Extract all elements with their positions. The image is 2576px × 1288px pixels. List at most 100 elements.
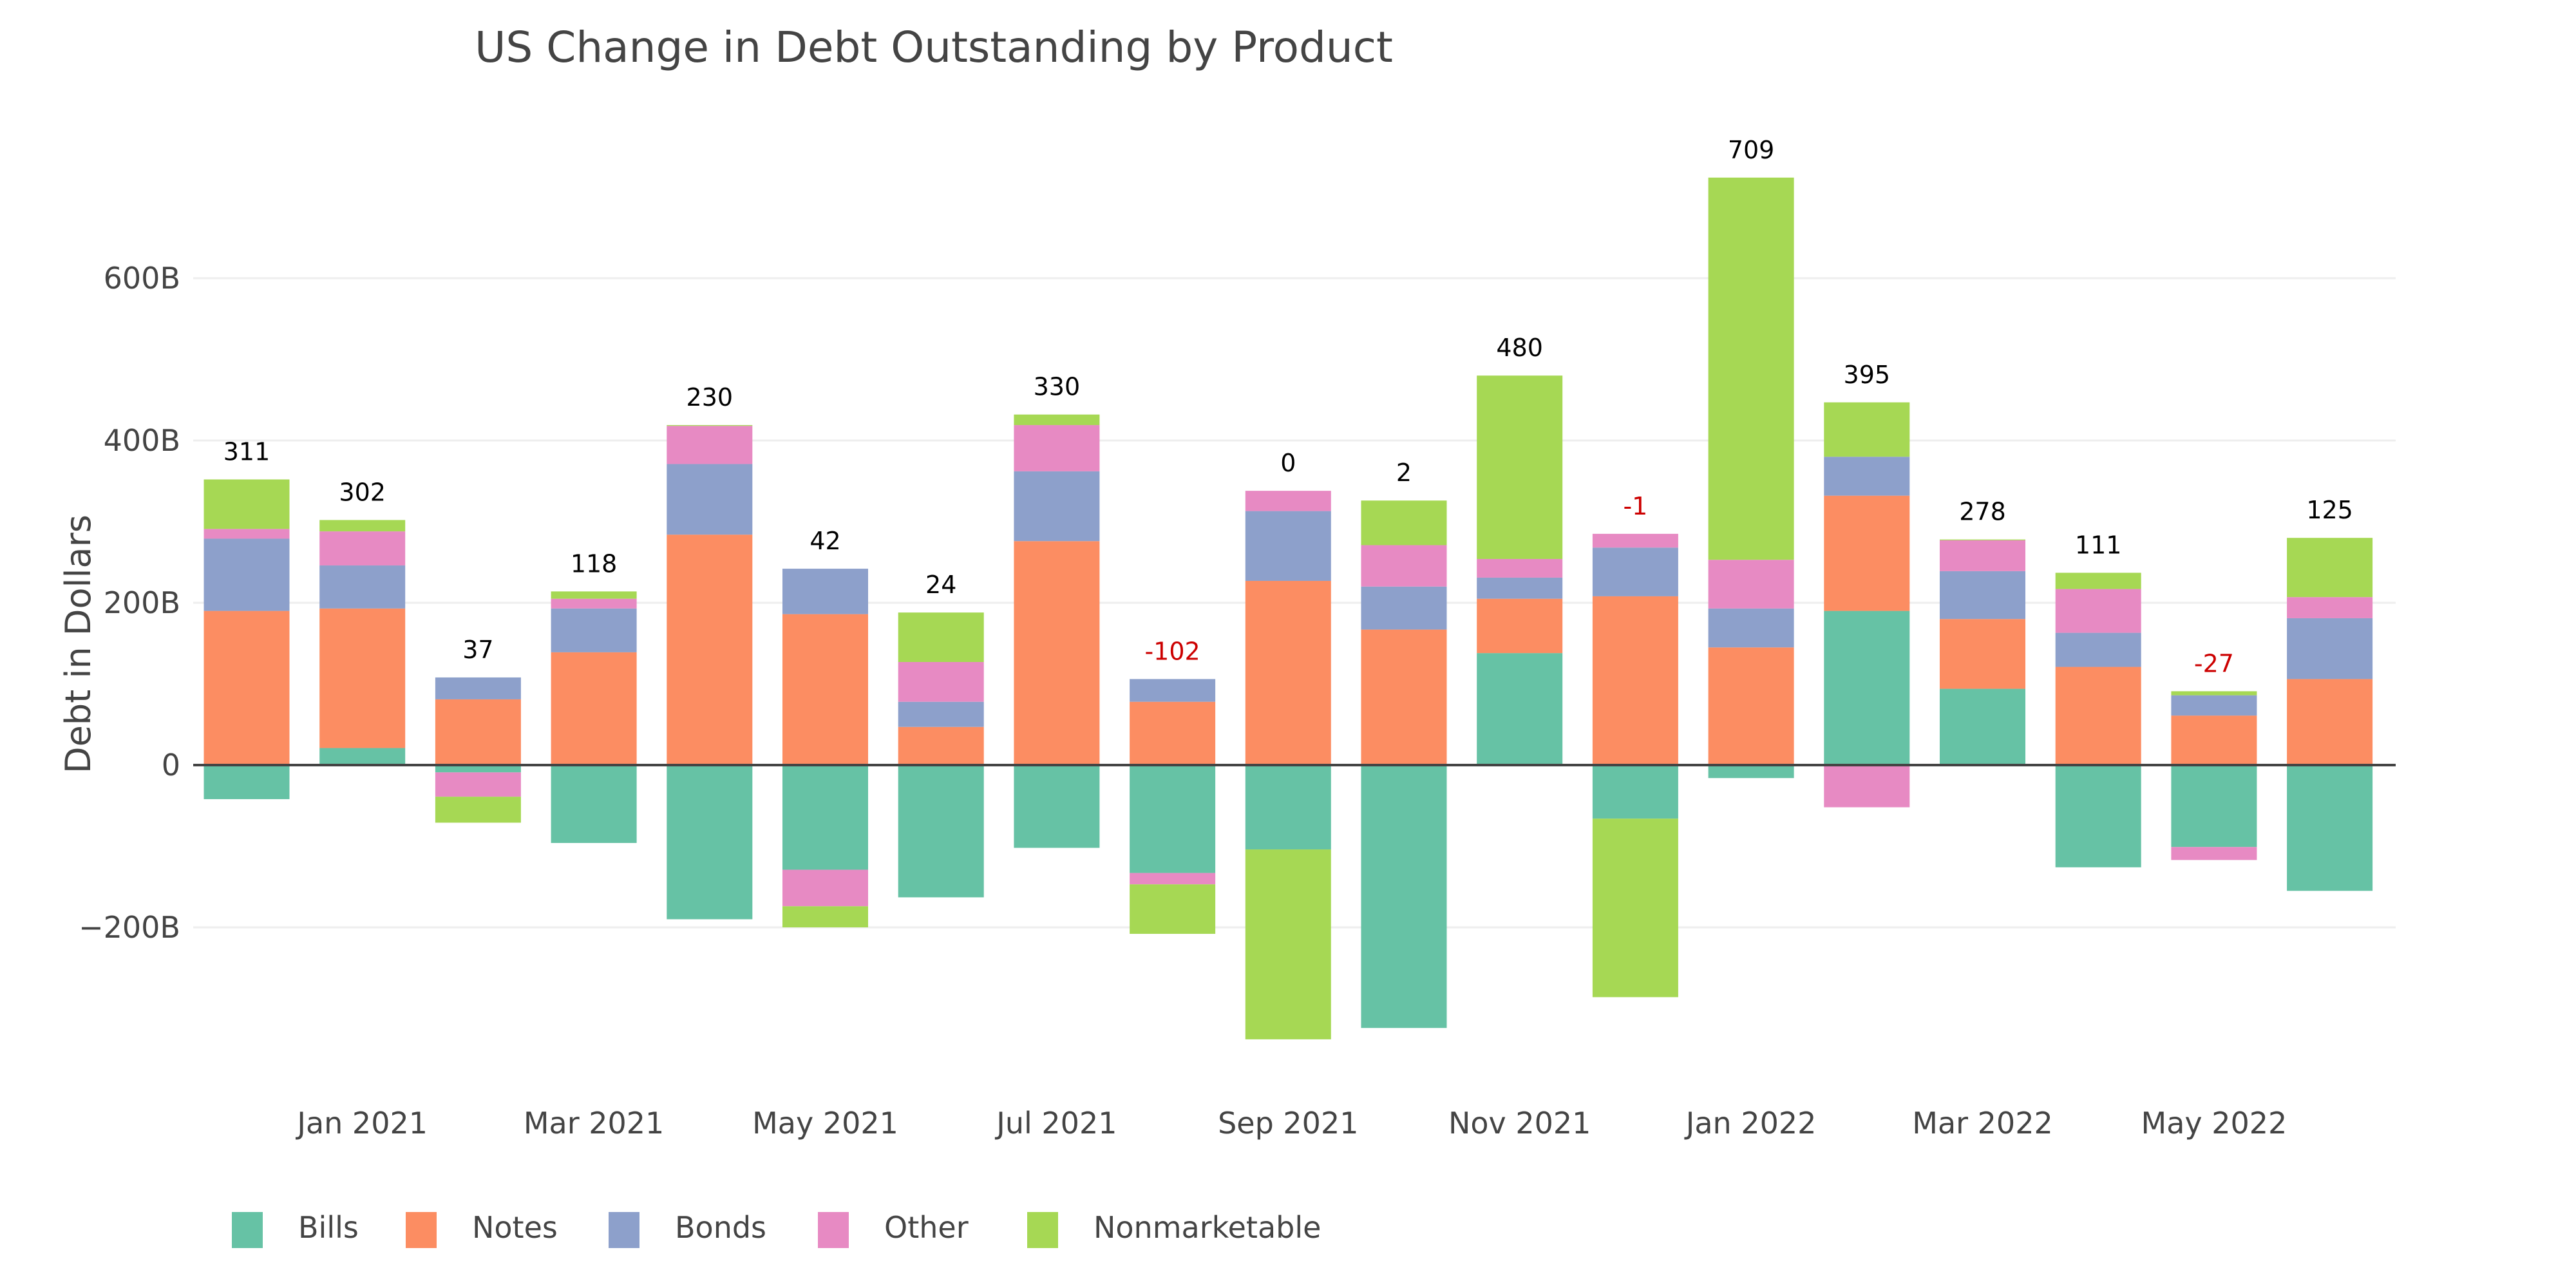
legend-swatch: [232, 1212, 263, 1248]
bar-bills-apr-2022: [2055, 765, 2141, 867]
bar-nonmarketable-may-2022: [2171, 691, 2257, 696]
bar-nonmarketable-jul-2021: [1014, 414, 1100, 426]
bar-nonmarketable-sep-2021: [1245, 849, 1331, 1039]
bar-other-dec-2020: [204, 529, 290, 539]
legend-item-other[interactable]: Other: [818, 1210, 969, 1248]
bar-other-nov-2021: [1477, 558, 1563, 578]
total-label: 330: [1034, 373, 1081, 401]
bars: [204, 177, 2373, 1039]
bar-bills-feb-2022: [1824, 611, 1910, 765]
legend-item-bills[interactable]: Bills: [232, 1210, 359, 1248]
total-label: -102: [1144, 637, 1200, 665]
bar-nonmarketable-jan-2021: [319, 520, 406, 532]
x-tick-label: Mar 2022: [1912, 1106, 2052, 1141]
bar-nonmarketable-apr-2022: [2055, 573, 2141, 589]
bar-bonds-nov-2021: [1477, 577, 1563, 599]
total-label: 480: [1496, 334, 1543, 362]
x-tick-label: May 2021: [752, 1106, 898, 1141]
legend-item-bonds[interactable]: Bonds: [609, 1210, 766, 1248]
legend-label: Bonds: [675, 1210, 766, 1245]
total-label: 125: [2306, 496, 2353, 524]
x-tick-label: Sep 2021: [1218, 1106, 1358, 1141]
bar-nonmarketable-aug-2021: [1130, 884, 1216, 934]
bar-notes-jan-2022: [1708, 647, 1794, 765]
bar-notes-may-2022: [2171, 715, 2257, 765]
bar-bonds-jul-2021: [1014, 471, 1100, 542]
bar-bonds-sep-2021: [1245, 511, 1331, 581]
bar-notes-jul-2021: [1014, 541, 1100, 765]
bar-bonds-jun-2021: [898, 701, 984, 727]
total-label: 709: [1728, 136, 1775, 164]
bar-notes-may-2021: [782, 614, 868, 765]
bar-notes-mar-2022: [1940, 619, 2025, 689]
bar-nonmarketable-may-2021: [782, 906, 868, 927]
bar-notes-dec-2021: [1592, 596, 1678, 765]
bar-notes-nov-2021: [1477, 598, 1563, 654]
total-label: 37: [462, 636, 493, 664]
legend-swatch: [1027, 1212, 1058, 1248]
bar-nonmarketable-apr-2021: [667, 425, 753, 426]
total-label: 395: [1844, 361, 1891, 389]
total-label: 0: [1280, 449, 1296, 477]
bar-notes-sep-2021: [1245, 580, 1331, 765]
bar-bills-jun-2021: [898, 765, 984, 898]
bar-notes-jun-2022: [2287, 679, 2373, 765]
bar-bonds-dec-2021: [1592, 547, 1678, 596]
bar-nonmarketable-dec-2021: [1592, 819, 1678, 998]
bar-other-may-2022: [2171, 847, 2257, 860]
bar-other-jan-2021: [319, 531, 406, 566]
x-tick-label: Jul 2021: [994, 1106, 1117, 1141]
total-label: -1: [1623, 492, 1647, 520]
total-label: 2: [1396, 459, 1412, 487]
total-label: -27: [2194, 649, 2234, 677]
bar-other-aug-2021: [1130, 873, 1216, 885]
legend-swatch: [609, 1212, 639, 1248]
bar-bills-feb-2021: [435, 765, 521, 773]
y-axis-label: Debt in Dollars: [58, 515, 99, 773]
bar-nonmarketable-jun-2021: [898, 612, 984, 662]
bar-bonds-jun-2022: [2287, 618, 2373, 679]
bar-bills-may-2021: [782, 765, 868, 870]
y-tick-label: 200B: [104, 585, 180, 620]
bar-other-jan-2022: [1708, 560, 1794, 609]
bar-bonds-mar-2021: [551, 608, 637, 652]
bar-other-apr-2021: [667, 426, 753, 464]
bar-bills-jul-2021: [1014, 765, 1100, 848]
y-tick-label: 400B: [104, 423, 180, 458]
legend-label: Other: [884, 1210, 969, 1245]
total-label: 311: [223, 437, 270, 466]
bar-notes-feb-2022: [1824, 495, 1910, 611]
bar-other-jun-2022: [2287, 597, 2373, 618]
x-tick-label: May 2022: [2141, 1106, 2287, 1141]
bar-bonds-apr-2021: [667, 464, 753, 535]
bar-other-mar-2021: [551, 598, 637, 609]
bar-nonmarketable-mar-2021: [551, 591, 637, 599]
legend-label: Notes: [472, 1210, 558, 1245]
legend-label: Nonmarketable: [1094, 1210, 1321, 1245]
legend-swatch: [818, 1212, 849, 1248]
bar-notes-dec-2020: [204, 611, 290, 765]
bar-nonmarketable-dec-2020: [204, 479, 290, 529]
total-labels: 311 302 37 118 230 42 24 330 -102 0 2 480 -1 709 395 27…: [223, 136, 2353, 678]
bar-bills-jan-2021: [319, 748, 406, 765]
x-axis-ticks: Jan 2021 Mar 2021 May 2021 Jul 2021 Sep 2021…: [295, 1106, 2287, 1141]
bar-other-feb-2021: [435, 772, 521, 797]
bar-bills-nov-2021: [1477, 653, 1563, 765]
legend-item-nonmarketable[interactable]: Nonmarketable: [1027, 1210, 1321, 1248]
bar-bills-mar-2021: [551, 765, 637, 843]
bar-bills-dec-2021: [1592, 765, 1678, 819]
bar-bonds-jan-2022: [1708, 608, 1794, 648]
bar-nonmarketable-jun-2022: [2287, 538, 2373, 598]
x-tick-label: Jan 2021: [295, 1106, 428, 1141]
bar-other-feb-2022: [1824, 765, 1910, 808]
bar-bills-apr-2021: [667, 765, 753, 920]
x-tick-label: Nov 2021: [1448, 1106, 1591, 1141]
y-tick-label: −200B: [79, 910, 180, 945]
bar-bonds-jan-2021: [319, 565, 406, 609]
bar-nonmarketable-feb-2021: [435, 797, 521, 823]
bar-bonds-aug-2021: [1130, 679, 1216, 702]
bar-other-jun-2021: [898, 661, 984, 702]
legend-item-notes[interactable]: Notes: [406, 1210, 558, 1248]
bar-bonds-may-2022: [2171, 695, 2257, 716]
